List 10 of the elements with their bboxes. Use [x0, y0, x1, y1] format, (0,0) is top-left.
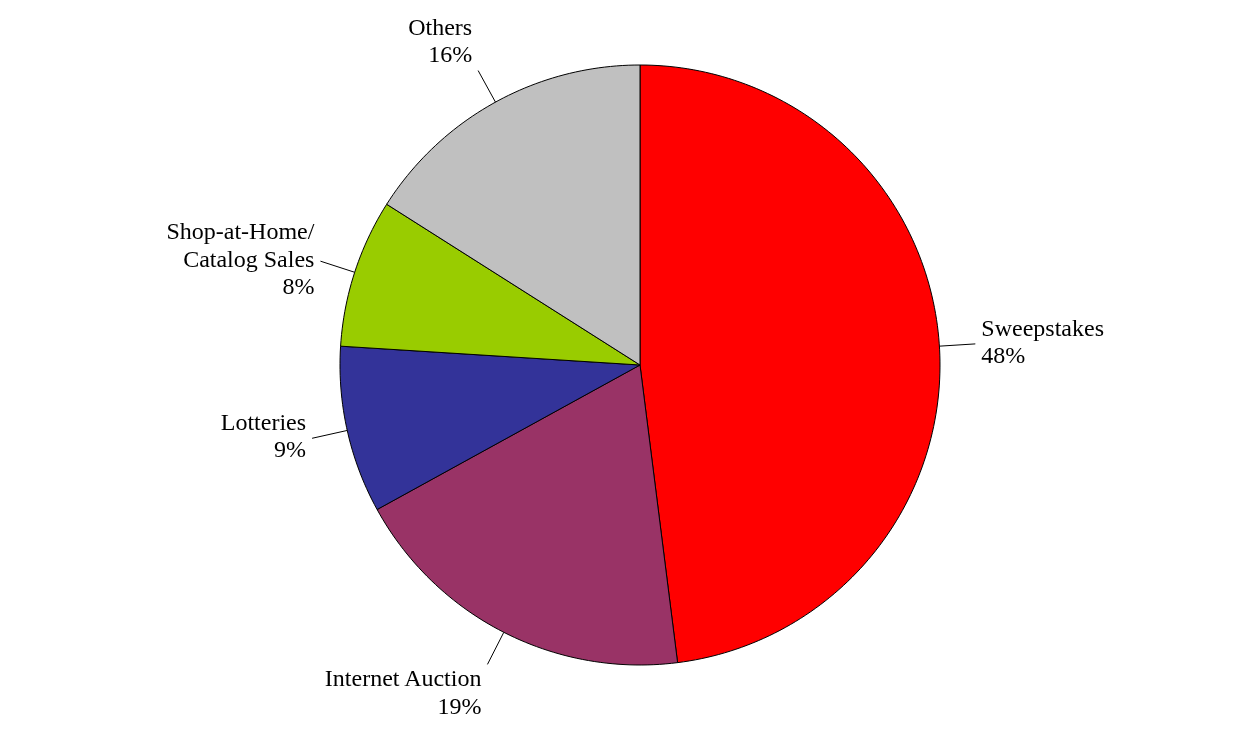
data-label: 8%	[282, 273, 315, 300]
data-label: 19%	[437, 692, 482, 719]
data-label: 48%	[981, 342, 1026, 369]
slice-label: Internet Auction	[324, 664, 482, 691]
data-label: 16%	[428, 41, 473, 68]
data-label: 9%	[274, 436, 307, 463]
slice-label: Shop-at-Home/Catalog Sales	[166, 217, 315, 272]
slice-label: Others	[408, 13, 473, 40]
slice-label: Lotteries	[220, 408, 307, 435]
slice-label: Sweepstakes	[981, 314, 1104, 341]
